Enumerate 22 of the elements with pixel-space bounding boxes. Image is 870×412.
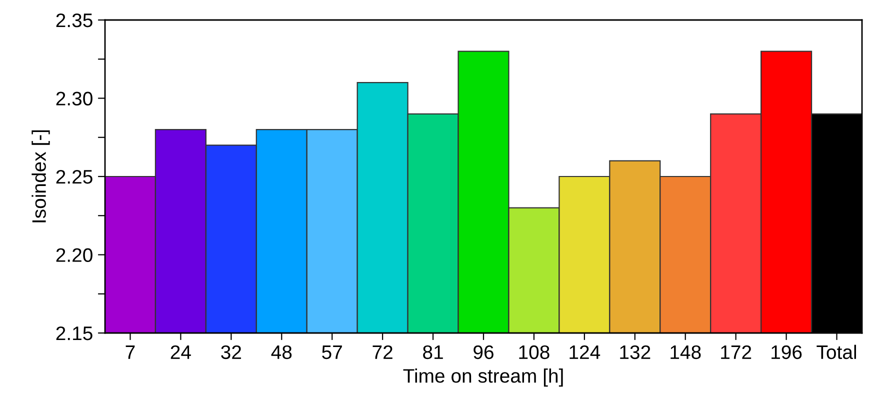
x-tick-label: 72 <box>372 345 392 359</box>
x-tick-label: 81 <box>423 345 443 360</box>
x-tick-label: 132 <box>620 345 650 360</box>
x-tick-label: 7 <box>126 346 135 359</box>
y-tick-label: 2.25 <box>56 170 92 184</box>
x-tick-label: 48 <box>271 345 292 360</box>
y-tick-label: 2.30 <box>56 92 92 106</box>
x-tick-label: 32 <box>221 345 242 360</box>
y-tick-label: 2.35 <box>56 13 92 28</box>
x-tick-label: 148 <box>670 345 701 360</box>
x-tick-label: 57 <box>322 346 342 360</box>
y-tick-label: 2.15 <box>56 326 92 340</box>
y-tick-label: 2.20 <box>56 248 92 262</box>
x-tick-label: 124 <box>570 345 600 359</box>
x-tick-label: Total <box>816 344 856 360</box>
x-tick-label: 172 <box>721 345 752 359</box>
y-axis-title: Isoindex [-] <box>32 130 50 222</box>
x-axis-title: Time on stream [h] <box>403 368 563 387</box>
x-tick-label: 24 <box>170 345 191 359</box>
x-tick-label: 196 <box>772 345 802 360</box>
x-tick-label: 108 <box>519 345 550 360</box>
x-tick-label: 96 <box>474 345 494 360</box>
